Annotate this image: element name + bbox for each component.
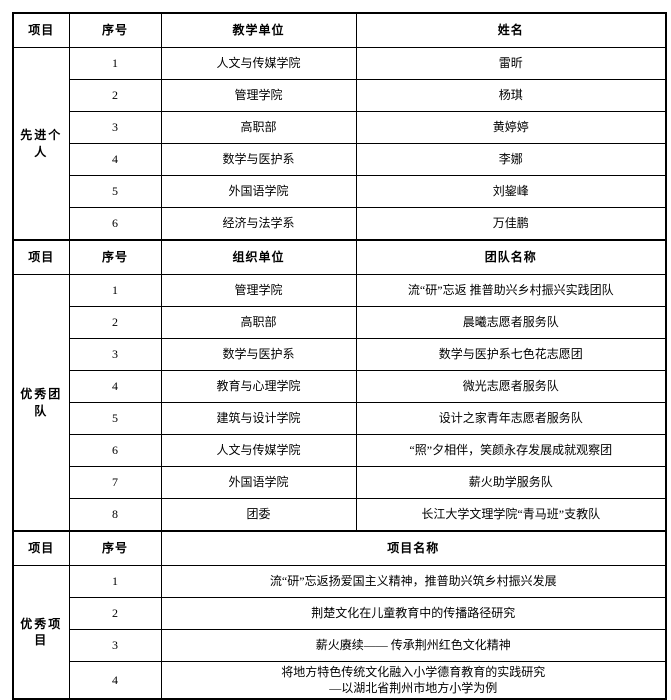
table-header-row: 项目 序号 项目名称 <box>12 530 667 566</box>
table-row: 5 外国语学院 刘鋆峰 <box>13 175 667 208</box>
column-header-name: 姓名 <box>355 12 667 48</box>
unit-cell: 团委 <box>160 498 357 532</box>
project-name-cell: 薪火赓续—— 传承荆州红色文化精神 <box>160 629 667 662</box>
column-header-project: 项目 <box>12 239 70 275</box>
unit-cell: 教育与心理学院 <box>160 370 357 403</box>
name-cell: 万佳鹏 <box>355 207 667 241</box>
serial-cell: 1 <box>68 47 162 80</box>
team-name-cell: 晨曦志愿者服务队 <box>355 306 667 339</box>
document-page: 项目 序号 教学单位 姓名 先进个人 1 人文与传媒学院 雷昕 2 管理学院 杨… <box>12 12 667 700</box>
unit-cell: 高职部 <box>160 306 357 339</box>
column-header-org-unit: 组织单位 <box>160 239 357 275</box>
serial-cell: 4 <box>68 143 162 176</box>
table-row: 2 高职部 晨曦志愿者服务队 <box>13 306 667 339</box>
section-label-cell: 优秀团队 <box>12 274 70 532</box>
serial-cell: 5 <box>68 402 162 435</box>
serial-cell: 6 <box>68 434 162 467</box>
project-name-cell: 将地方特色传统文化融入小学德育教育的实践研究 —以湖北省荆州市地方小学为例 <box>160 661 667 700</box>
table-row: 2 管理学院 杨琪 <box>13 79 667 112</box>
serial-cell: 8 <box>68 498 162 532</box>
name-cell: 刘鋆峰 <box>355 175 667 208</box>
team-name-cell: 微光志愿者服务队 <box>355 370 667 403</box>
table-row: 5 建筑与设计学院 设计之家青年志愿者服务队 <box>13 402 667 435</box>
name-cell: 杨琪 <box>355 79 667 112</box>
serial-cell: 4 <box>68 370 162 403</box>
serial-cell: 4 <box>68 661 162 700</box>
serial-cell: 2 <box>68 306 162 339</box>
table-header-row: 项目 序号 组织单位 团队名称 <box>12 239 667 275</box>
unit-cell: 管理学院 <box>160 79 357 112</box>
unit-cell: 数学与医护系 <box>160 338 357 371</box>
team-name-cell: 薪火助学服务队 <box>355 466 667 499</box>
serial-cell: 3 <box>68 338 162 371</box>
serial-cell: 3 <box>68 629 162 662</box>
project-name-cell: 流“研”忘返扬爱国主义精神，推普助兴筑乡村振兴发展 <box>160 565 667 598</box>
unit-cell: 外国语学院 <box>160 175 357 208</box>
unit-cell: 人文与传媒学院 <box>160 47 357 80</box>
unit-cell: 外国语学院 <box>160 466 357 499</box>
unit-cell: 经济与法学系 <box>160 207 357 241</box>
table-row: 2 荆楚文化在儿童教育中的传播路径研究 <box>13 597 667 630</box>
awards-table: 项目 序号 教学单位 姓名 先进个人 1 人文与传媒学院 雷昕 2 管理学院 杨… <box>12 12 667 700</box>
table-row: 4 将地方特色传统文化融入小学德育教育的实践研究 —以湖北省荆州市地方小学为例 <box>13 661 667 700</box>
column-header-serial: 序号 <box>68 239 162 275</box>
column-header-serial: 序号 <box>68 12 162 48</box>
name-cell: 雷昕 <box>355 47 667 80</box>
name-cell: 黄婷婷 <box>355 111 667 144</box>
unit-cell: 数学与医护系 <box>160 143 357 176</box>
serial-cell: 6 <box>68 207 162 241</box>
table-row: 6 人文与传媒学院 “照”夕相伴，笑颜永存发展成就观察团 <box>13 434 667 467</box>
unit-cell: 管理学院 <box>160 274 357 307</box>
table-row: 先进个人 1 人文与传媒学院 雷昕 <box>12 47 667 241</box>
team-name-cell: “照”夕相伴，笑颜永存发展成就观察团 <box>355 434 667 467</box>
column-header-unit: 教学单位 <box>160 12 357 48</box>
table-row: 优秀团队 1 管理学院 流“研”忘返 推普助兴乡村振兴实践团队 <box>12 274 667 532</box>
serial-cell: 1 <box>68 274 162 307</box>
table-row: 3 薪火赓续—— 传承荆州红色文化精神 <box>13 629 667 662</box>
team-name-cell: 数学与医护系七色花志愿团 <box>355 338 667 371</box>
name-cell: 李娜 <box>355 143 667 176</box>
column-header-project: 项目 <box>12 530 70 566</box>
table-row: 3 数学与医护系 数学与医护系七色花志愿团 <box>13 338 667 371</box>
team-name-cell: 长江大学文理学院“青马班”支教队 <box>355 498 667 532</box>
table-row: 7 外国语学院 薪火助学服务队 <box>13 466 667 499</box>
table-row: 6 经济与法学系 万佳鹏 <box>13 207 667 241</box>
serial-cell: 3 <box>68 111 162 144</box>
column-header-serial: 序号 <box>68 530 162 566</box>
serial-cell: 7 <box>68 466 162 499</box>
unit-cell: 人文与传媒学院 <box>160 434 357 467</box>
table-row: 优秀项目 1 流“研”忘返扬爱国主义精神，推普助兴筑乡村振兴发展 <box>12 565 667 700</box>
column-header-project-name: 项目名称 <box>160 530 667 566</box>
team-name-cell: 设计之家青年志愿者服务队 <box>355 402 667 435</box>
table-row: 8 团委 长江大学文理学院“青马班”支教队 <box>13 498 667 532</box>
table-row: 4 数学与医护系 李娜 <box>13 143 667 176</box>
section-label-cell: 优秀项目 <box>12 565 70 700</box>
column-header-team-name: 团队名称 <box>355 239 667 275</box>
table-header-row: 项目 序号 教学单位 姓名 <box>12 12 667 48</box>
table-row: 3 高职部 黄婷婷 <box>13 111 667 144</box>
serial-cell: 5 <box>68 175 162 208</box>
project-name-cell: 荆楚文化在儿童教育中的传播路径研究 <box>160 597 667 630</box>
unit-cell: 高职部 <box>160 111 357 144</box>
unit-cell: 建筑与设计学院 <box>160 402 357 435</box>
section-label-cell: 先进个人 <box>12 47 70 241</box>
serial-cell: 1 <box>68 565 162 598</box>
serial-cell: 2 <box>68 79 162 112</box>
column-header-project: 项目 <box>12 12 70 48</box>
table-row: 4 教育与心理学院 微光志愿者服务队 <box>13 370 667 403</box>
serial-cell: 2 <box>68 597 162 630</box>
team-name-cell: 流“研”忘返 推普助兴乡村振兴实践团队 <box>355 274 667 307</box>
